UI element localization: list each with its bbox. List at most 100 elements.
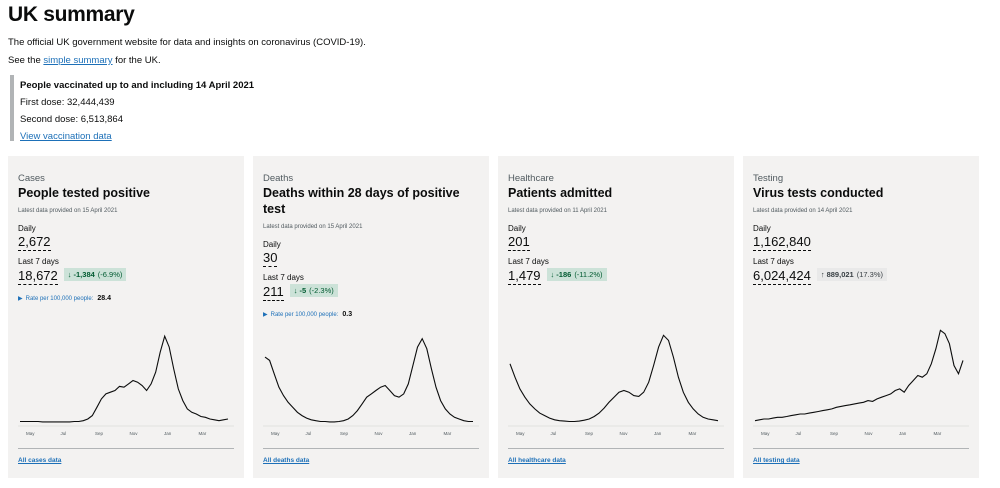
summary-card-deaths: Deaths Deaths within 28 days of positive … (253, 156, 489, 478)
rate-label: Rate per 100,000 people: (25, 296, 94, 302)
x-tick-label: Jul (61, 431, 67, 436)
last-7-days-row: 211 ↓ -5 (-2.3%) (263, 283, 338, 301)
see-suffix: for the UK. (112, 55, 161, 66)
change-badge: ↓ -5 (-2.3%) (289, 284, 338, 297)
last-7-days-label: Last 7 days (508, 257, 549, 266)
trend-chart: May Jul Sep Nov Jan Mar (508, 334, 724, 436)
x-tick-label: May (761, 431, 770, 436)
x-tick-label: Sep (830, 431, 839, 436)
x-tick-label: Nov (375, 431, 384, 436)
disclosure-triangle-icon: ▶ (263, 312, 268, 318)
rate-label: Rate per 100,000 people: (270, 312, 339, 318)
trend-line (754, 329, 964, 422)
summary-card-testing: Testing Virus tests conducted Latest data … (743, 156, 979, 478)
latest-data-text: Latest data provided on 15 April 2021 (18, 208, 118, 214)
daily-value[interactable]: 2,672 (18, 234, 51, 251)
daily-label: Daily (18, 224, 36, 233)
change-value: -186 (556, 270, 572, 279)
last-7-days-value[interactable]: 211 (263, 284, 284, 301)
intro-text: The official UK government website for d… (8, 37, 366, 48)
last-7-days-label: Last 7 days (18, 257, 59, 266)
latest-data-text: Latest data provided on 11 April 2021 (508, 208, 607, 214)
trend-line (264, 337, 473, 423)
daily-label: Daily (508, 224, 526, 233)
arrow-up-icon: ↑ (820, 270, 825, 279)
card-footer-divider (753, 448, 969, 449)
x-tick-label: Sep (340, 431, 349, 436)
change-value: 889,021 (826, 270, 854, 279)
daily-value[interactable]: 30 (263, 250, 278, 267)
card-footer-link[interactable]: All healthcare data (508, 457, 566, 464)
change-badge: ↑ 889,021 (17.3%) (816, 268, 887, 281)
x-tick-label: Sep (95, 431, 104, 436)
arrow-down-icon: ↓ (293, 286, 298, 295)
card-heading: Deaths within 28 days of positive test (263, 186, 460, 216)
x-tick-label: Jan (409, 431, 417, 436)
simple-summary-link[interactable]: simple summary (43, 55, 113, 66)
card-footer-link[interactable]: All cases data (18, 457, 62, 464)
card-category: Healthcare (508, 173, 554, 184)
rate-per-100k-toggle[interactable]: ▶ Rate per 100,000 people: 28.4 (18, 295, 111, 302)
view-vaccination-link[interactable]: View vaccination data (20, 131, 112, 142)
last-7-days-row: 6,024,424 ↑ 889,021 (17.3%) (753, 267, 887, 285)
daily-value[interactable]: 1,162,840 (753, 234, 811, 251)
card-heading: People tested positive (18, 186, 150, 200)
change-value: -1,384 (73, 270, 95, 279)
change-percent: (-6.9%) (97, 270, 123, 279)
x-tick-label: Nov (620, 431, 629, 436)
x-tick-label: Mar (444, 431, 452, 436)
card-heading: Virus tests conducted (753, 186, 884, 200)
daily-value[interactable]: 201 (508, 234, 530, 251)
x-tick-label: Jan (654, 431, 662, 436)
last-7-days-value[interactable]: 1,479 (508, 268, 541, 285)
x-tick-label: Mar (689, 431, 697, 436)
card-category: Cases (18, 173, 45, 184)
first-dose-text: First dose: 32,444,439 (20, 97, 115, 108)
card-footer-link[interactable]: All testing data (753, 457, 800, 464)
x-tick-label: Sep (585, 431, 594, 436)
summary-card-cases: Cases People tested positive Latest data p… (8, 156, 244, 478)
last-7-days-value[interactable]: 18,672 (18, 268, 58, 285)
card-footer-link[interactable]: All deaths data (263, 457, 310, 464)
card-category: Testing (753, 173, 784, 184)
change-value: -5 (299, 286, 307, 295)
x-tick-label: Mar (934, 431, 942, 436)
x-tick-label: Jul (306, 431, 312, 436)
card-category: Deaths (263, 173, 294, 184)
daily-label: Daily (263, 240, 281, 249)
last-7-days-value[interactable]: 6,024,424 (753, 268, 811, 285)
x-tick-label: Jan (164, 431, 172, 436)
x-tick-label: May (516, 431, 525, 436)
trend-chart: May Jul Sep Nov Jan Mar (18, 334, 234, 436)
trend-chart: May Jul Sep Nov Jan Mar (753, 329, 969, 436)
change-percent: (-11.2%) (574, 270, 603, 279)
arrow-down-icon: ↓ (67, 270, 72, 279)
see-prefix: See the (8, 55, 44, 66)
card-footer-divider (18, 448, 234, 449)
daily-label: Daily (753, 224, 771, 233)
x-tick-label: May (271, 431, 280, 436)
card-footer-divider (508, 448, 724, 449)
change-percent: (17.3%) (856, 270, 883, 279)
x-tick-label: Nov (130, 431, 139, 436)
x-tick-label: May (26, 431, 35, 436)
x-tick-label: Jan (899, 431, 907, 436)
disclosure-triangle-icon: ▶ (18, 296, 23, 302)
rate-value: 28.4 (97, 295, 111, 302)
vaccination-title: People vaccinated up to and including 14… (20, 80, 255, 91)
x-tick-label: Nov (865, 431, 874, 436)
last-7-days-row: 18,672 ↓ -1,384 (-6.9%) (18, 267, 127, 285)
see-summary-line: See the simple summary for the UK. (8, 55, 161, 66)
rate-per-100k-toggle[interactable]: ▶ Rate per 100,000 people: 0.3 (263, 311, 352, 318)
card-footer-divider (263, 448, 479, 449)
trend-chart: May Jul Sep Nov Jan Mar (263, 337, 479, 436)
x-tick-label: Jul (796, 431, 802, 436)
rate-value: 0.3 (342, 311, 353, 318)
latest-data-text: Latest data provided on 15 April 2021 (263, 224, 363, 230)
x-tick-label: Jul (551, 431, 557, 436)
change-badge: ↓ -1,384 (-6.9%) (63, 268, 127, 281)
second-dose-text: Second dose: 6,513,864 (20, 114, 124, 125)
last-7-days-row: 1,479 ↓ -186 (-11.2%) (508, 267, 607, 285)
card-heading: Patients admitted (508, 186, 613, 200)
change-badge: ↓ -186 (-11.2%) (546, 268, 607, 281)
